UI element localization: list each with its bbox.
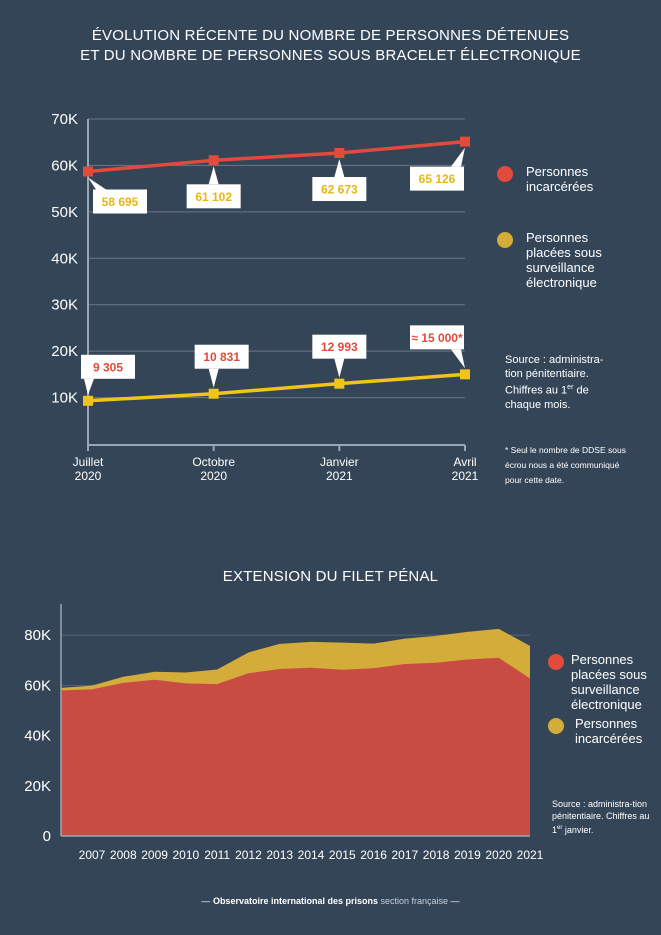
data-label: 10 831 [203,350,240,364]
label-pointer [334,358,345,378]
chart1-title-line2: ET DU NOMBRE DE PERSONNES SOUS BRACELET … [80,47,581,64]
data-label: ≈ 15 000* [411,331,463,345]
chart2-title: EXTENSION DU FILET PÉNAL [222,568,439,585]
x-tick-label: 2008 [110,848,137,862]
line-chart: 70K60K50K40K30K20K10KJuillet2020Octobre2… [51,111,479,483]
x-tick-label: 2010 [173,848,200,862]
data-label: 62 673 [321,183,358,197]
y-tick-label: 40K [51,250,78,267]
label-box [93,189,147,214]
legend-label: Personnes placées sous surveillance élec… [526,230,602,290]
x-tick-label: 2007 [79,848,106,862]
legend-dot-red [548,654,564,670]
label-box [194,344,249,369]
series-line-1 [87,372,466,403]
data-point [460,136,470,147]
label-pointer [334,159,345,178]
y-tick-label: 40K [24,728,51,745]
chart1-source: Source : administra-tion pénitentiaire. … [505,354,604,411]
label-pointer [451,147,465,167]
data-point [208,388,219,399]
y-tick-label: 0 [43,828,51,845]
x-tick-label: 2021 [326,469,353,483]
legend-dot-red [497,166,513,182]
x-tick-label: 2017 [392,848,419,862]
x-tick-label: 2020 [200,469,227,483]
label-pointer [208,166,219,185]
footer: — Observatoire international des prisons… [201,896,460,906]
data-point [83,395,93,406]
label-box [312,177,367,202]
label-pointer [88,177,106,190]
legend-label: Personnes incarcérées [575,716,643,746]
data-label: 12 993 [321,340,358,354]
x-tick-label: 2011 [204,848,230,862]
y-tick-label: 20K [51,343,78,360]
chart1-footnote: * Seul le nombre de DDSE sous écrou nous… [505,445,626,485]
chart2-source: Source : administra-tion pénitentiaire. … [552,799,650,835]
x-tick-label: Janvier [320,455,359,469]
series-line-0 [87,139,466,174]
x-tick-label: 2020 [485,848,512,862]
chart1-title: ÉVOLUTION RÉCENTE DU NOMBRE DE PERSONNES… [0,26,661,66]
x-tick-label: 2012 [235,848,262,862]
data-point [83,166,93,177]
x-tick-label: 2015 [329,848,356,862]
data-label: 61 102 [195,190,232,204]
x-tick-label: 2021 [517,848,544,862]
data-point [208,155,219,166]
data-label: 9 305 [93,360,123,374]
x-tick-label: 2018 [423,848,450,862]
legend-dot-yellow [548,718,564,734]
y-tick-label: 10K [51,390,78,407]
x-tick-label: 2020 [75,469,102,483]
data-point [334,148,345,159]
label-box [81,354,135,379]
x-tick-label: 2016 [360,848,387,862]
x-tick-label: 2009 [141,848,168,862]
y-tick-label: 80K [24,627,51,644]
legend-dot-yellow [497,232,513,248]
data-label: 58 695 [102,195,139,209]
y-tick-label: 20K [24,778,51,795]
label-box [410,166,464,191]
area-incarcerees [61,657,530,836]
y-tick-label: 70K [51,111,78,128]
x-tick-label: 2014 [298,848,325,862]
x-tick-label: 2021 [452,469,479,483]
y-tick-label: 60K [24,677,51,694]
data-label: 65 126 [419,172,456,186]
y-tick-label: 50K [51,204,78,221]
label-box [410,325,464,350]
label-pointer [208,368,219,388]
x-tick-label: 2013 [266,848,293,862]
y-tick-label: 60K [51,157,78,174]
label-box [186,184,241,209]
data-point [334,378,345,389]
label-pointer [84,378,94,395]
x-tick-label: Octobre [192,455,235,469]
data-point [460,369,470,380]
label-pointer [451,349,465,369]
y-tick-label: 30K [51,297,78,314]
label-box [312,334,367,359]
x-tick-label: 2019 [454,848,481,862]
x-tick-label: Avril [453,455,476,469]
x-tick-label: Juillet [73,455,104,469]
legend-label: Personnes incarcérées [526,164,594,194]
legend-label: Personnes placées sous surveillance élec… [571,652,647,712]
chart1-title-line1: ÉVOLUTION RÉCENTE DU NOMBRE DE PERSONNES… [91,27,570,44]
